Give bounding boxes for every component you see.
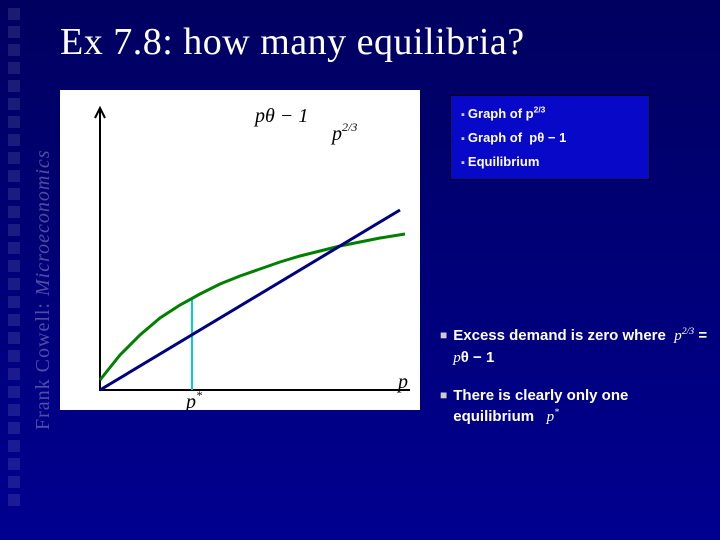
- slide: Ex 7.8: how many equilibria? Frank Cowel…: [0, 0, 720, 540]
- body-bullet: ■Excess demand is zero where p2/3 = pθ −…: [440, 325, 715, 369]
- side-label: Frank Cowell: Microeconomics: [32, 90, 55, 430]
- legend-item: Graph of pθ − 1: [461, 126, 639, 150]
- decor-column: [8, 8, 26, 532]
- svg-text:p2/3: p2/3: [330, 120, 357, 145]
- equilibria-chart: pθ − 1 p2/3 p* p: [60, 90, 420, 410]
- slide-title: Ex 7.8: how many equilibria?: [60, 20, 700, 64]
- legend-box: Graph of p2/3Graph of pθ − 1Equilibrium: [450, 95, 650, 180]
- legend-item: Graph of p2/3: [461, 102, 639, 126]
- body-bullets: ■Excess demand is zero where p2/3 = pθ −…: [440, 325, 715, 444]
- svg-text:p*: p*: [184, 388, 202, 410]
- svg-text:pθ − 1: pθ − 1: [253, 105, 308, 127]
- body-bullet: ■There is clearly only one equilibrium p…: [440, 385, 715, 428]
- svg-text:p: p: [396, 371, 408, 393]
- legend-item: Equilibrium: [461, 150, 639, 174]
